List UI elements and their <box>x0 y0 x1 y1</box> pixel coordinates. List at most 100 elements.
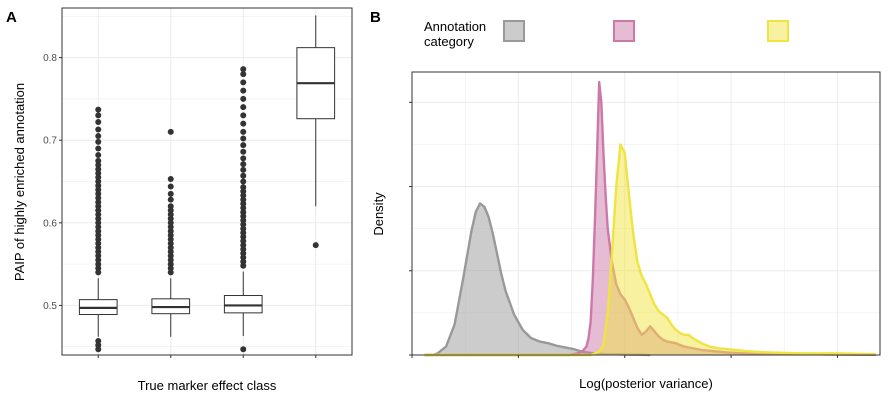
outlier-point <box>240 200 247 207</box>
outlier-point <box>95 195 102 202</box>
outlier-point <box>95 346 102 353</box>
outlier-point <box>95 133 102 140</box>
outlier-point <box>167 236 174 243</box>
outlier-point <box>240 184 247 191</box>
outlier-point <box>95 337 102 344</box>
outlier-point <box>240 178 247 185</box>
outlier-point <box>240 246 247 253</box>
outlier-point <box>167 128 174 135</box>
outlier-point <box>240 95 247 102</box>
panel-b <box>409 71 881 358</box>
outlier-point <box>240 112 247 119</box>
outlier-point <box>240 120 247 127</box>
legend-key-unannotated <box>503 20 525 42</box>
outlier-point <box>95 265 102 272</box>
outlier-point <box>95 215 102 222</box>
outlier-point <box>95 211 102 218</box>
outlier-point <box>240 71 247 78</box>
outlier-point <box>95 252 102 259</box>
outlier-point <box>240 250 247 257</box>
outlier-point <box>240 233 247 240</box>
y-tick-label: 0.8 <box>43 53 57 64</box>
outlier-point <box>240 225 247 232</box>
outlier-point <box>95 207 102 214</box>
outlier-point <box>95 244 102 251</box>
panel-a-boxplots <box>78 15 336 353</box>
outlier-point <box>95 161 102 168</box>
legend-key-highly-enriched <box>767 20 789 42</box>
outlier-point <box>95 240 102 247</box>
outlier-point <box>167 176 174 183</box>
outlier-point <box>95 219 102 226</box>
outlier-point <box>167 223 174 230</box>
outlier-point <box>167 232 174 239</box>
outlier-point <box>95 126 102 133</box>
outlier-point <box>240 161 247 168</box>
panel-a-x-ticks <box>97 355 317 358</box>
panel-a-y-axis-title: PAIP of highly enriched annotation <box>12 83 27 281</box>
legend-title-line-2: category <box>424 34 474 49</box>
outlier-point <box>95 119 102 126</box>
outlier-point <box>167 256 174 263</box>
outlier-point <box>95 182 102 189</box>
outlier-point <box>167 211 174 218</box>
outlier-point <box>312 242 319 249</box>
outlier-point <box>240 79 247 86</box>
outlier-point <box>167 203 174 210</box>
outlier-point <box>240 155 247 162</box>
outlier-point <box>240 188 247 195</box>
outlier-point <box>167 244 174 251</box>
outlier-point <box>167 261 174 268</box>
panel-b-density-areas <box>424 80 876 357</box>
panel-a-border <box>61 7 353 356</box>
outlier-point <box>95 256 102 263</box>
outlier-point <box>167 248 174 255</box>
legend-title-line-1: Annotation <box>424 19 486 34</box>
outlier-point <box>240 217 247 224</box>
y-tick-label: 0.7 <box>43 136 57 147</box>
outlier-point <box>240 166 247 173</box>
outlier-point <box>167 215 174 222</box>
outlier-point <box>95 166 102 173</box>
outlier-point <box>95 157 102 164</box>
outlier-point <box>95 112 102 119</box>
outlier-point <box>95 138 102 145</box>
outlier-point <box>167 219 174 226</box>
outlier-point <box>240 135 247 142</box>
outlier-point <box>240 87 247 94</box>
outlier-point <box>167 269 174 276</box>
outlier-point <box>240 148 247 155</box>
outlier-point <box>95 269 102 276</box>
outlier-point <box>240 346 247 353</box>
outlier-point <box>167 228 174 235</box>
panel-b-border <box>411 71 881 356</box>
outlier-point <box>240 128 247 135</box>
outlier-point <box>240 204 247 211</box>
panel-b-letter: B <box>370 9 381 26</box>
outlier-point <box>95 223 102 230</box>
panel-b-x-ticks <box>411 355 838 358</box>
outlier-point <box>167 240 174 247</box>
outlier-point <box>240 142 247 149</box>
y-tick-label: 0.6 <box>43 218 57 229</box>
panel-b-y-axis-title: Density <box>371 192 386 236</box>
panel-b-x-axis-title: Log(posterior variance) <box>579 376 713 391</box>
outlier-point <box>240 196 247 203</box>
outlier-point <box>95 232 102 239</box>
panel-a: 0.5 0.6 0.7 0.8 <box>43 7 353 358</box>
outlier-point <box>167 196 174 203</box>
unannotated-density-area <box>424 203 651 355</box>
outlier-point <box>167 207 174 214</box>
panel-a-y-ticks: 0.5 0.6 0.7 0.8 <box>43 53 62 312</box>
outlier-point <box>95 170 102 177</box>
outlier-point <box>240 254 247 261</box>
outlier-point <box>240 104 247 111</box>
outlier-point <box>167 183 174 190</box>
panel-a-letter: A <box>6 9 17 26</box>
outlier-point <box>240 209 247 216</box>
outlier-point <box>240 66 247 73</box>
highly-enriched-density-line <box>424 143 876 357</box>
outlier-point <box>167 190 174 197</box>
outlier-point <box>95 203 102 210</box>
